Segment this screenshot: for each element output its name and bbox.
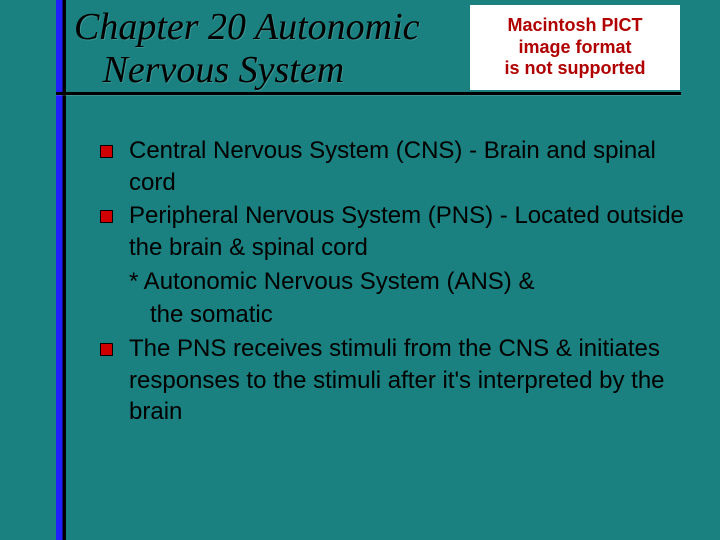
bullet-text-2: Peripheral Nervous System (PNS) - Locate…: [129, 200, 690, 263]
slide-title: Chapter 20 Autonomic Nervous System: [74, 6, 420, 91]
square-bullet-icon: [100, 210, 113, 223]
list-item: Peripheral Nervous System (PNS) - Locate…: [100, 200, 690, 263]
title-underline: [56, 92, 681, 95]
bullet-text-1: Central Nervous System (CNS) - Brain and…: [129, 135, 690, 198]
slide-body: Central Nervous System (CNS) - Brain and…: [100, 135, 690, 430]
sub-item: * Autonomic Nervous System (ANS) &: [100, 266, 690, 298]
square-bullet-icon: [100, 145, 113, 158]
title-line-1: Chapter 20 Autonomic: [74, 6, 420, 48]
list-item: The PNS receives stimuli from the CNS & …: [100, 333, 690, 428]
list-item: Central Nervous System (CNS) - Brain and…: [100, 135, 690, 198]
square-bullet-icon: [100, 343, 113, 356]
vertical-accent-bar: [56, 0, 66, 540]
sub-item-indent: the somatic: [100, 299, 690, 331]
placeholder-text: Macintosh PICT image format is not suppo…: [505, 15, 646, 80]
sub-text-1b: the somatic: [150, 301, 273, 328]
image-placeholder: Macintosh PICT image format is not suppo…: [470, 5, 680, 90]
sub-text-1: * Autonomic Nervous System (ANS) &: [129, 268, 534, 295]
title-line-2: Nervous System: [103, 49, 345, 91]
bullet-text-3: The PNS receives stimuli from the CNS & …: [129, 333, 690, 428]
